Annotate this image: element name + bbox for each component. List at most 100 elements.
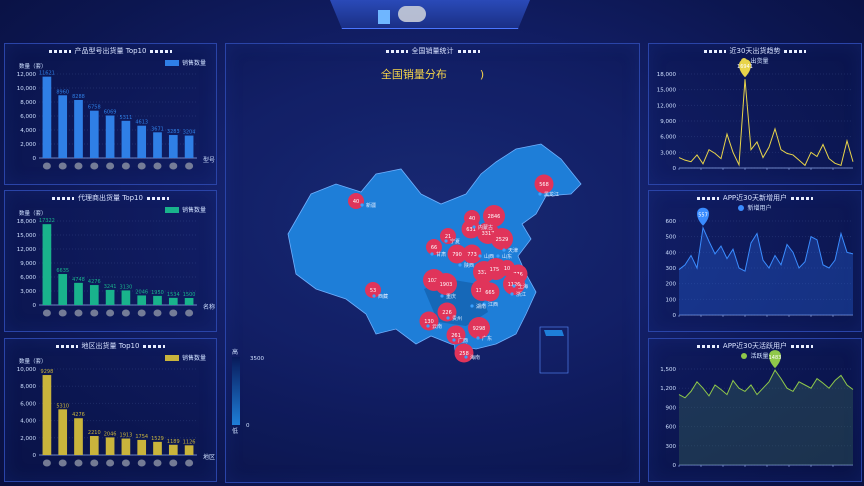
legend-swatch: [164, 206, 179, 213]
bar: [42, 224, 52, 305]
place-name: 甘肃: [436, 251, 446, 258]
bar: [153, 295, 162, 305]
legend[interactable]: 销售数量: [164, 353, 206, 362]
y-tick-label: 100: [666, 297, 677, 303]
legend[interactable]: 新增用户: [649, 203, 861, 212]
series-line: [678, 369, 854, 399]
marker-label: 2529: [496, 237, 509, 243]
legend[interactable]: 活跃量: [649, 351, 861, 360]
marker-label: 130: [424, 319, 434, 325]
x-tick-obscured: [74, 459, 83, 467]
marker-label: 568: [539, 182, 549, 188]
legend-label: 出货量: [750, 58, 769, 65]
y-tick-label: 10,000: [17, 367, 37, 373]
sales-marker: [461, 219, 481, 239]
south-sea-inset: [539, 326, 569, 374]
place-dot: [476, 336, 480, 340]
bar-value-label: 1189: [167, 439, 180, 445]
product-bar-chart: 数量（套） 型号 0 2,000 4,000 6,000 8,000 10,000 12,000…: [17, 62, 215, 170]
sales-marker: [447, 244, 467, 264]
sales-marker: [365, 282, 381, 298]
place-name: 西藏: [378, 293, 388, 300]
sales-marker: [419, 311, 439, 331]
y-tick-label: 500: [666, 235, 677, 241]
x-tick-obscured: [169, 162, 178, 170]
place-name: 内蒙古: [478, 224, 493, 231]
legend[interactable]: 销售数量: [164, 205, 206, 214]
y-tick-label: 2,000: [20, 142, 36, 148]
x-tick-obscured: [58, 309, 67, 317]
south-sea-shape: [544, 330, 564, 336]
marker-label: 3310: [478, 270, 491, 276]
legend-label: 活跃量: [750, 353, 769, 360]
place-name: 云南: [432, 323, 442, 330]
bar: [153, 132, 162, 158]
marker-label: 261: [451, 333, 461, 339]
bar: [121, 438, 131, 455]
map-title: 全国销量分布 ): [380, 68, 485, 81]
bar-value-label: 2210: [88, 430, 101, 436]
y-tick-label: 8,000: [20, 100, 36, 106]
place-dot: [538, 192, 542, 196]
bar: [42, 375, 52, 455]
bar-value-label: 2046: [104, 431, 117, 437]
bar: [121, 290, 131, 305]
y-tick-label: 300: [666, 266, 677, 272]
area-fill: [679, 370, 853, 465]
bar: [89, 285, 99, 305]
marker-label: 40: [469, 216, 475, 222]
place-name: 湖南: [476, 303, 486, 310]
bar: [168, 444, 178, 455]
legend[interactable]: 销售数量: [164, 58, 206, 67]
series-line: [678, 225, 854, 272]
sales-marker: [446, 325, 466, 345]
panel-title: APP近30天活跃用户: [649, 341, 861, 351]
legend[interactable]: 出货量: [649, 56, 861, 65]
sales-marker: [437, 302, 457, 322]
place-dot: [372, 294, 376, 298]
national-sales-panel: 全国销量统计 全国销量分布 ) 568 40 2846 40 21 66 790 631 331…: [225, 43, 640, 483]
x-tick-obscured: [106, 309, 115, 317]
y-axis-label: 数量（套）: [19, 357, 47, 365]
y-tick-label: 15,000: [657, 88, 677, 94]
marker-label: 665: [485, 290, 495, 296]
legend-dot: [738, 204, 745, 211]
x-tick-obscured: [90, 162, 99, 170]
last30-panel: 近30天出货趋势 出货量 0 3,000 6,000 9,000 12,000 15,00…: [648, 43, 862, 185]
sales-marker: [426, 239, 442, 255]
bar: [42, 76, 52, 158]
panel-title: 地区出货量 Top10: [5, 341, 216, 351]
x-tick-obscured: [137, 459, 146, 467]
y-tick-label: 300: [666, 444, 677, 450]
bar: [105, 115, 115, 158]
x-tick-obscured: [58, 162, 67, 170]
bar-value-label: 17322: [39, 218, 55, 224]
y-tick-label: 0: [673, 463, 677, 469]
place-dot: [470, 304, 474, 308]
y-axis-label: 数量（套）: [19, 209, 47, 217]
x-tick-obscured: [42, 459, 51, 467]
x-axis-label: 名称: [203, 303, 215, 311]
x-tick-obscured: [58, 459, 67, 467]
place-dot: [502, 248, 506, 252]
y-tick-label: 12,000: [657, 103, 677, 109]
place-name: 山西: [484, 253, 494, 260]
place-dot: [482, 302, 486, 306]
marker-label: 21: [445, 234, 451, 240]
marker-label: 1754: [490, 267, 503, 273]
marker-label: 226: [442, 310, 452, 316]
app-new-users-panel: APP近30天新增用户 新增用户 0 100 200 300 400 500 600 557: [648, 190, 862, 332]
place-name: 重庆: [446, 293, 456, 300]
x-tick-obscured: [121, 459, 130, 467]
place-name: 天津: [508, 247, 518, 254]
bar: [137, 295, 147, 305]
bar-value-label: 1950: [151, 290, 164, 296]
series-line: [678, 79, 854, 167]
place-name: 上海: [518, 283, 528, 290]
region-bar-chart: 数量（套） 地区 0 2,000 4,000 6,000 8,000 10,000 9298 53…: [17, 357, 215, 467]
legend-swatch: [164, 354, 179, 361]
y-tick-label: 9,000: [20, 261, 36, 267]
x-tick-obscured: [169, 309, 178, 317]
legend-label: 销售数量: [181, 355, 206, 362]
